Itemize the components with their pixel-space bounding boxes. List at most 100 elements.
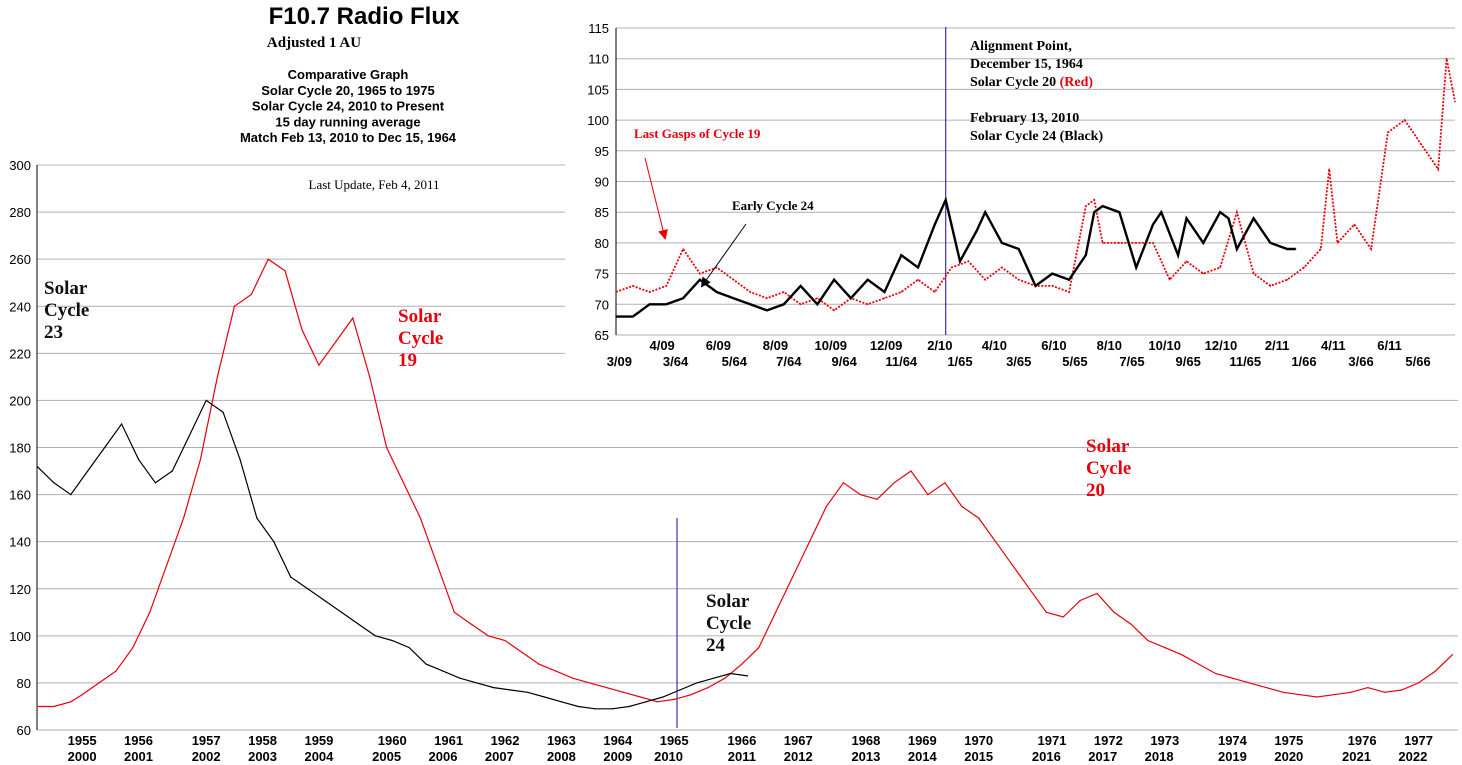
inset-point-red	[900, 291, 902, 293]
inset-point-black	[1252, 217, 1255, 220]
main-point-red	[115, 670, 117, 672]
main-point-red	[402, 482, 405, 484]
inset-point-black	[883, 291, 886, 293]
main-point-black	[543, 696, 546, 698]
main-point-black	[205, 399, 207, 402]
inset-x-tick-label-bottom: 9/64	[832, 354, 858, 369]
inset-x-tick-label-bottom: 5/66	[1405, 354, 1430, 369]
main-point-red	[978, 517, 980, 519]
inset-point-red	[1336, 242, 1339, 244]
inset-point-red	[1387, 131, 1389, 134]
main-x-tick-label-top: 1972	[1094, 733, 1123, 748]
main-point-red	[81, 694, 83, 696]
main-x-tick-label-bottom: 2014	[908, 749, 938, 764]
inset-x-tick-label-bottom: 5/64	[722, 354, 748, 369]
inset-point-black	[867, 279, 869, 281]
main-point-black	[154, 482, 157, 484]
main-point-red	[1198, 663, 1200, 665]
inset-point-red	[783, 291, 785, 293]
label-cycle19: 19	[398, 350, 417, 371]
main-point-black	[476, 682, 478, 684]
main-x-tick-label-bottom: 2009	[603, 749, 632, 764]
inset-point-black	[833, 279, 835, 281]
main-point-black	[104, 446, 106, 449]
main-point-black	[120, 423, 123, 425]
label-cycle23: 23	[44, 322, 63, 343]
main-point-black	[425, 663, 427, 665]
main-point-black	[510, 689, 512, 691]
inset-point-red	[1085, 205, 1087, 207]
inset-point-black	[917, 266, 919, 269]
main-point-red	[487, 635, 489, 637]
main-x-tick-label-bottom: 2001	[124, 749, 153, 764]
inset-point-black	[715, 291, 718, 293]
main-point-black	[87, 470, 89, 472]
main-point-red	[555, 670, 557, 672]
main-x-tick-label-bottom: 2008	[547, 749, 576, 764]
main-y-tick-label: 280	[9, 205, 31, 220]
main-x-tick-label-bottom: 2016	[1032, 749, 1061, 764]
inset-x-tick-label-top: 6/09	[706, 338, 731, 353]
main-x-tick-label-bottom: 2010	[654, 749, 683, 764]
label-cycle24: Solar	[706, 591, 750, 612]
annotation-february-line: Solar Cycle 24 (Black)	[970, 129, 1103, 144]
main-point-red	[741, 663, 743, 665]
inset-point-black	[749, 303, 751, 305]
inset-point-black	[783, 303, 785, 305]
main-point-red	[893, 482, 895, 484]
main-point-black	[137, 458, 140, 460]
inset-x-tick-label-bottom: 7/64	[776, 354, 802, 369]
main-x-tick-label-bottom: 2003	[248, 749, 277, 764]
inset-point-red	[984, 279, 986, 281]
inset-point-red	[1068, 291, 1070, 293]
main-point-black	[645, 701, 647, 703]
label-cycle23: Solar	[44, 278, 88, 299]
inset-point-red	[1101, 242, 1104, 244]
inset-y-tick-label: 95	[595, 144, 609, 159]
main-point-red	[605, 687, 608, 689]
main-point-red	[369, 376, 371, 378]
inset-point-red	[1202, 272, 1205, 275]
main-point-black	[323, 599, 326, 602]
main-point-red	[1434, 670, 1437, 672]
inset-point-red	[1185, 260, 1188, 263]
inset-x-tick-label-top: 12/10	[1205, 338, 1238, 353]
inset-point-red	[1152, 242, 1154, 244]
main-point-red	[284, 270, 286, 272]
main-point-black	[256, 517, 258, 519]
main-point-red	[1028, 588, 1031, 590]
main-point-red	[1164, 647, 1166, 649]
main-x-tick-label-bottom: 2007	[485, 749, 514, 764]
inset-x-tick-label-top: 4/09	[649, 338, 674, 353]
main-point-black	[408, 647, 410, 649]
inset-x-tick-label-bottom: 9/65	[1176, 354, 1201, 369]
main-x-tick-label-top: 1965	[660, 733, 689, 748]
main-x-tick-label-bottom: 2021	[1342, 749, 1371, 764]
inset-point-red	[1051, 285, 1053, 287]
inset-point-black	[900, 254, 902, 256]
main-point-red	[504, 639, 506, 642]
inset-panel	[565, 0, 1462, 378]
inset-point-red	[1093, 199, 1095, 201]
inset-point-black	[1068, 279, 1070, 281]
main-point-red	[808, 541, 811, 543]
main-x-tick-label-top: 1971	[1038, 733, 1067, 748]
main-y-tick-label: 260	[9, 252, 31, 267]
inset-point-red	[1269, 285, 1272, 287]
main-point-red	[98, 682, 100, 684]
inset-point-red	[1420, 143, 1423, 146]
main-point-red	[386, 446, 388, 449]
inset-x-tick-label-bottom: 3/64	[663, 354, 689, 369]
label-cycle23: Cycle	[44, 300, 89, 321]
main-y-tick-label: 240	[9, 299, 31, 314]
inset-point-black	[1202, 242, 1205, 244]
inset-point-black	[1034, 285, 1037, 287]
main-y-tick-label: 160	[9, 488, 31, 503]
main-point-red	[825, 505, 828, 507]
main-point-red	[53, 705, 55, 708]
inset-x-tick-label-bottom: 3/09	[607, 354, 632, 369]
inset-point-black	[1219, 211, 1221, 213]
main-point-red	[1113, 611, 1115, 613]
inset-y-tick-label: 65	[595, 328, 609, 343]
